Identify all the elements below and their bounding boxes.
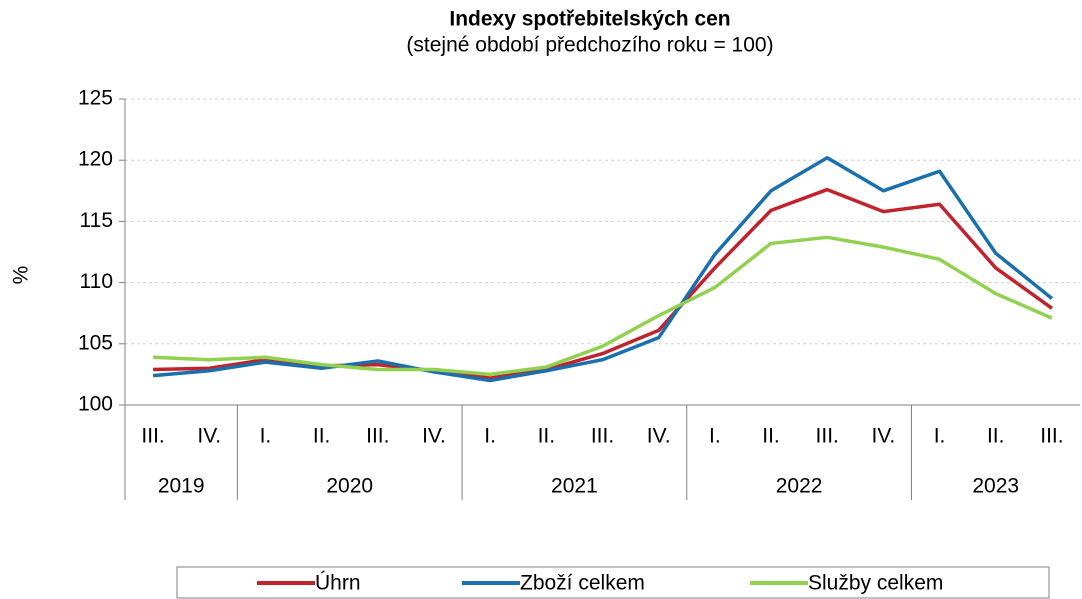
chart-subtitle: (stejné období předchozího roku = 100) — [406, 34, 773, 57]
y-tick-label: 100 — [78, 393, 113, 416]
legend-label: Služby celkem — [808, 572, 943, 595]
x-tick-label: III. — [591, 425, 614, 448]
x-group-label: 2019 — [158, 475, 205, 498]
x-tick-label: II. — [538, 425, 556, 448]
y-axis-label: % — [10, 266, 33, 285]
y-tick-label: 120 — [78, 148, 113, 171]
x-tick-label: I. — [709, 425, 721, 448]
x-tick-label: I. — [934, 425, 946, 448]
series-line — [153, 187, 1053, 380]
x-group-label: 2023 — [972, 475, 1019, 498]
legend-label: Úhrn — [315, 572, 361, 595]
x-group-label: 2020 — [326, 475, 373, 498]
y-tick-label: 110 — [80, 270, 113, 293]
y-tick-label: 105 — [78, 331, 113, 354]
series-line — [152, 156, 1054, 383]
x-tick-label: II. — [987, 425, 1005, 448]
x-tick-label: II. — [313, 425, 331, 448]
legend-box — [176, 566, 1050, 599]
x-tick-label: IV. — [422, 425, 446, 448]
y-tick-label: 125 — [78, 87, 113, 110]
x-tick-label: IV. — [647, 425, 671, 448]
y-tick-label: 115 — [80, 209, 113, 232]
x-tick-label: IV. — [197, 425, 221, 448]
legend-label: Zboží celkem — [520, 572, 645, 595]
chart-title: Indexy spotřebitelských cen — [449, 8, 730, 31]
x-tick-label: I. — [484, 425, 496, 448]
x-tick-label: I. — [260, 425, 272, 448]
series-line — [153, 235, 1053, 377]
x-group-label: 2022 — [776, 475, 823, 498]
x-tick-label: III. — [141, 425, 164, 448]
x-tick-label: III. — [816, 425, 839, 448]
x-tick-label: III. — [366, 425, 389, 448]
x-tick-label: II. — [762, 425, 780, 448]
x-tick-label: III. — [1040, 425, 1063, 448]
x-group-label: 2021 — [551, 475, 598, 498]
x-tick-label: IV. — [872, 425, 896, 448]
